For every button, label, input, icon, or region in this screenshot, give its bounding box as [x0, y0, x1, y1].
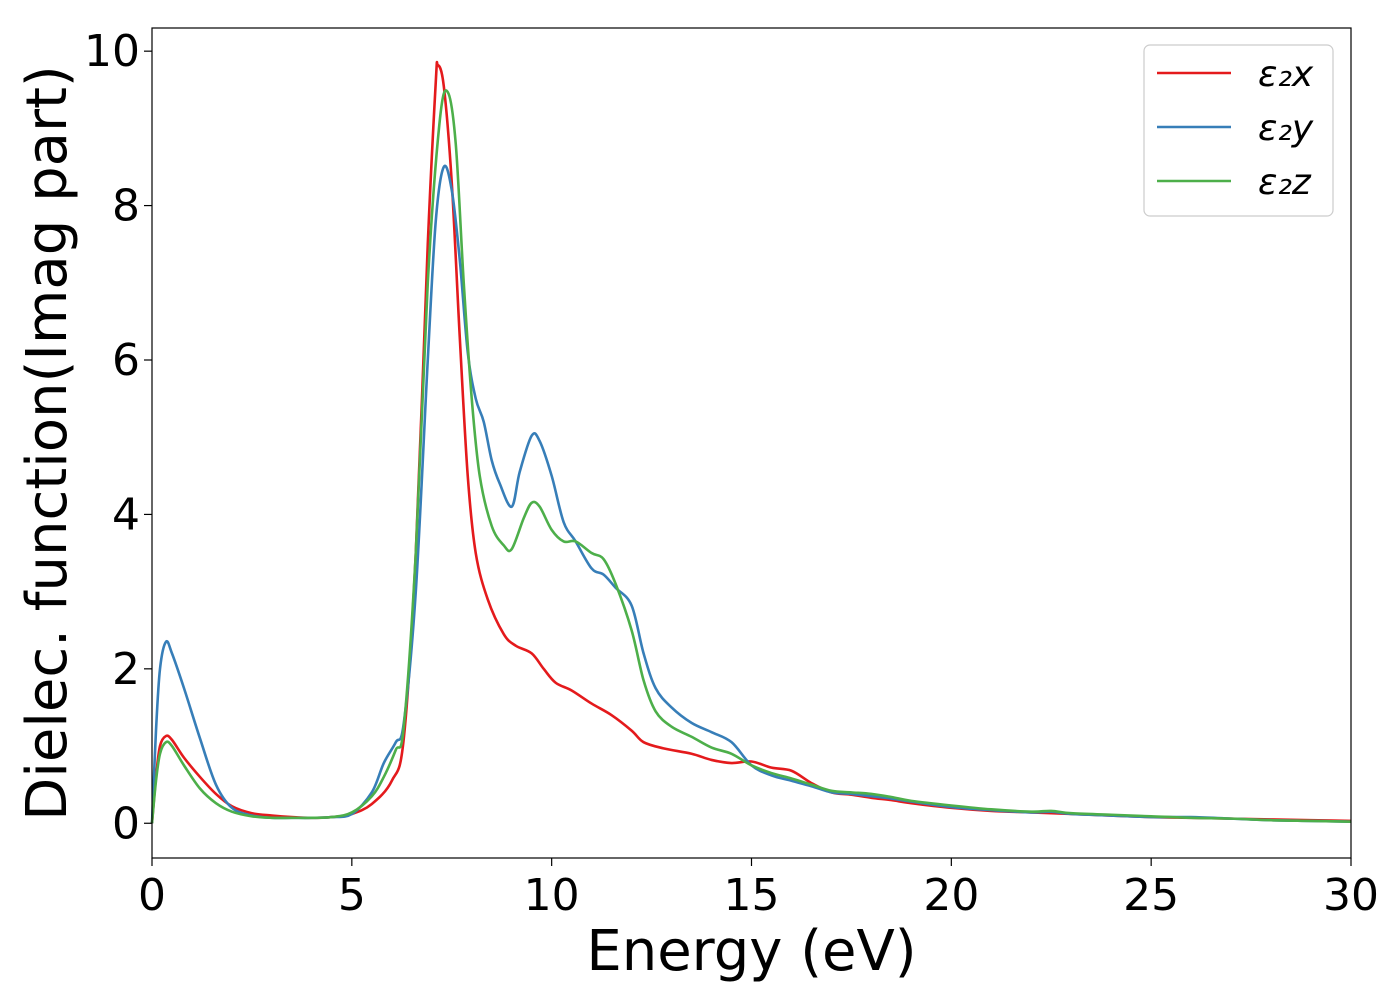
y-axis: 0 2 4 6 8 10 — [84, 26, 152, 849]
series-layer — [150, 60, 1352, 824]
x-axis: 0 5 10 15 20 25 30 — [138, 858, 1379, 921]
legend-label: ε₂z — [1258, 162, 1312, 203]
y-tick-label: 6 — [112, 335, 140, 386]
series-line-2 — [150, 164, 1352, 824]
x-tick-label: 20 — [923, 870, 979, 921]
x-tick-label: 10 — [524, 870, 580, 921]
y-tick-label: 0 — [112, 798, 140, 849]
x-tick-label: 0 — [138, 870, 166, 921]
legend: ε₂x ε₂y ε₂z — [1143, 44, 1334, 217]
legend-box — [1143, 44, 1334, 217]
x-axis-label: Energy (eV) — [586, 919, 916, 984]
y-axis-label: Dielec. function(Imag part) — [15, 65, 80, 821]
x-tick-label: 15 — [724, 870, 780, 921]
legend-label: ε₂y — [1258, 108, 1314, 149]
y-tick-label: 10 — [84, 26, 140, 77]
x-tick-label: 5 — [338, 870, 366, 921]
series-line-3 — [150, 89, 1352, 824]
y-tick-label: 8 — [112, 181, 140, 232]
y-tick-label: 2 — [112, 644, 140, 695]
y-tick-label: 4 — [112, 489, 140, 540]
x-tick-label: 30 — [1323, 870, 1379, 921]
x-tick-label: 25 — [1123, 870, 1179, 921]
legend-label: ε₂x — [1258, 54, 1314, 95]
